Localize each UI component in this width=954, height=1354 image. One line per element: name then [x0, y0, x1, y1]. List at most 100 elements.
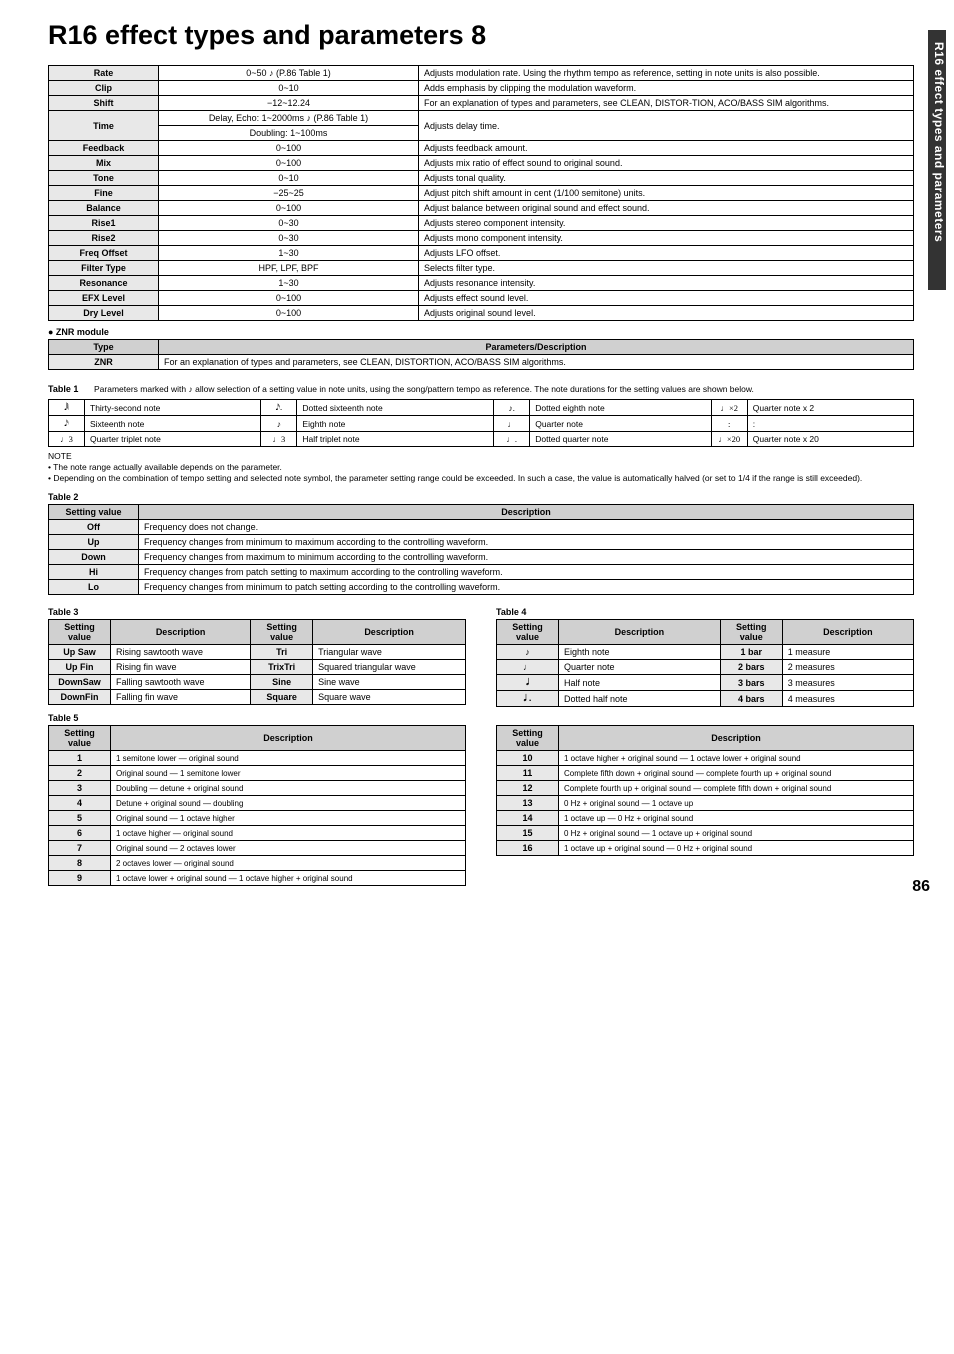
- sidebar-tab: R16 effect types and parameters: [928, 30, 946, 290]
- main-params-table: Rate 0~50 ♪ (P.86 Table 1) Adjusts modul…: [48, 65, 914, 321]
- cell: DownFin: [49, 690, 111, 705]
- cell: 𝅗𝅥: [497, 675, 559, 691]
- col-header: Setting value: [251, 620, 313, 645]
- znr-header-type: Type: [49, 340, 159, 355]
- cell: 4 bars: [720, 691, 782, 707]
- param-name: Time: [49, 111, 159, 141]
- table1-cell: :: [747, 416, 913, 432]
- param-name: Shift: [49, 96, 159, 111]
- znr-desc: For an explanation of types and paramete…: [159, 355, 914, 370]
- znr-type: ZNR: [49, 355, 159, 370]
- cell: 3 bars: [720, 675, 782, 691]
- t2-desc: Frequency does not change.: [139, 520, 914, 535]
- param-desc: Adjust balance between original sound an…: [419, 201, 914, 216]
- cell: 4 measures: [782, 691, 913, 707]
- cell: Rising sawtooth wave: [111, 645, 251, 660]
- param-desc: For an explanation of types and paramete…: [419, 96, 914, 111]
- cell: 1 measure: [782, 645, 913, 660]
- t5l-h1: Setting value: [49, 726, 111, 751]
- col-header: Description: [313, 620, 466, 645]
- param-name: Fine: [49, 186, 159, 201]
- cell: Rising fin wave: [111, 660, 251, 675]
- table2-label: Table 2: [48, 492, 914, 502]
- cell: 2 measures: [782, 660, 913, 675]
- t2-setting: Off: [49, 520, 139, 535]
- param-desc: Adjusts effect sound level.: [419, 291, 914, 306]
- page-title: R16 effect types and parameters 8: [48, 20, 914, 51]
- t5-setting: 3: [49, 781, 111, 796]
- t5-desc: Complete fourth up + original sound — co…: [559, 781, 914, 796]
- table1-cell: ♩3: [49, 432, 85, 447]
- table1-cell: Sixteenth note: [85, 416, 261, 432]
- table1-cell: Quarter triplet note: [85, 432, 261, 447]
- t2-desc: Frequency changes from minimum to patch …: [139, 580, 914, 595]
- cell: Up Saw: [49, 645, 111, 660]
- col-header: Setting value: [497, 620, 559, 645]
- t5-setting: 8: [49, 856, 111, 871]
- table1-cell: Dotted quarter note: [530, 432, 712, 447]
- param-desc: Adjusts tonal quality.: [419, 171, 914, 186]
- t5r-h1: Setting value: [497, 726, 559, 751]
- table1-cell: Quarter note x 2: [747, 400, 913, 416]
- table1-cell: ♩×20: [711, 432, 747, 447]
- param-name: Freq Offset: [49, 246, 159, 261]
- param-name: Rise1: [49, 216, 159, 231]
- table1-cell: Quarter note: [530, 416, 712, 432]
- t5-desc: Doubling — detune + original sound: [111, 781, 466, 796]
- t5-setting: 11: [497, 766, 559, 781]
- cell: Sine wave: [313, 675, 466, 690]
- t5-setting: 15: [497, 826, 559, 841]
- t5-setting: 1: [49, 751, 111, 766]
- cell: Square: [251, 690, 313, 705]
- t5-desc: 1 octave lower + original sound — 1 octa…: [111, 871, 466, 886]
- col-header: Description: [111, 620, 251, 645]
- param-range: 0~10: [159, 81, 419, 96]
- znr-table: Type Parameters/Description ZNR For an e…: [48, 339, 914, 370]
- cell: 𝅗𝅥 .: [497, 691, 559, 707]
- t5-desc: 1 octave higher — original sound: [111, 826, 466, 841]
- param-range: 1~30: [159, 276, 419, 291]
- t2-setting: Down: [49, 550, 139, 565]
- cell: 3 measures: [782, 675, 913, 691]
- cell: Squared triangular wave: [313, 660, 466, 675]
- t5-desc: 0 Hz + original sound — 1 octave up: [559, 796, 914, 811]
- table1-cell: Eighth note: [297, 416, 494, 432]
- cell: ♩: [497, 660, 559, 675]
- t5-setting: 12: [497, 781, 559, 796]
- t5-desc: Original sound — 1 semitone lower: [111, 766, 466, 781]
- param-range: 0~30: [159, 216, 419, 231]
- table1-cell: ♪: [261, 416, 297, 432]
- t5l-h2: Description: [111, 726, 466, 751]
- param-desc: Adds emphasis by clipping the modulation…: [419, 81, 914, 96]
- param-desc: Adjust pitch shift amount in cent (1/100…: [419, 186, 914, 201]
- param-range: 0~100: [159, 141, 419, 156]
- cell: Falling sawtooth wave: [111, 675, 251, 690]
- table1-cell: Thirty-second note: [85, 400, 261, 416]
- t5-desc: Detune + original sound — doubling: [111, 796, 466, 811]
- col-header: Setting value: [49, 620, 111, 645]
- table1-cell: Dotted sixteenth note: [297, 400, 494, 416]
- note-block: NOTE • The note range actually available…: [48, 451, 914, 484]
- t5-setting: 2: [49, 766, 111, 781]
- t2-setting: Lo: [49, 580, 139, 595]
- param-range: 0~100: [159, 291, 419, 306]
- page-number: 86: [912, 878, 930, 896]
- t5-setting: 10: [497, 751, 559, 766]
- param-desc: Selects filter type.: [419, 261, 914, 276]
- t5-desc: 1 octave up + original sound — 0 Hz + or…: [559, 841, 914, 856]
- znr-module-label: ● ZNR module: [48, 327, 914, 337]
- param-name: Clip: [49, 81, 159, 96]
- table1-cell: :: [711, 416, 747, 432]
- t5-desc: 2 octaves lower — original sound: [111, 856, 466, 871]
- param-range: HPF, LPF, BPF: [159, 261, 419, 276]
- t5-setting: 4: [49, 796, 111, 811]
- col-header: Description: [559, 620, 721, 645]
- table1-intro: Parameters marked with ♪ allow selection…: [94, 384, 914, 395]
- t5-desc: 0 Hz + original sound — 1 octave up + or…: [559, 826, 914, 841]
- t5-desc: Original sound — 2 octaves lower: [111, 841, 466, 856]
- table1-cell: ♩3: [261, 432, 297, 447]
- cell: Quarter note: [559, 660, 721, 675]
- table5-right: Setting value Description 10 1 octave hi…: [496, 725, 914, 856]
- param-name: Rise2: [49, 231, 159, 246]
- cell: ♪: [497, 645, 559, 660]
